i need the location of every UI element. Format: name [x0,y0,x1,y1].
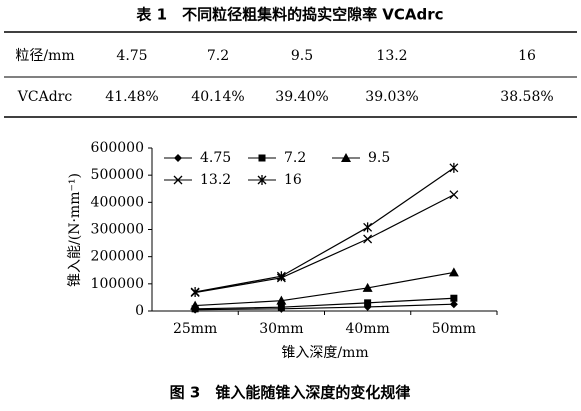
marker [364,299,372,307]
table-cell: 13.2 [376,48,407,64]
marker [362,282,373,292]
table-cell: 4.75 [116,48,147,64]
table-cell: 9.5 [291,48,313,64]
series-line [195,271,454,307]
marker [450,294,458,302]
marker [277,303,285,311]
x-tick-label: 30mm [259,321,303,337]
legend-marker [174,154,182,162]
legend-label: 7.2 [284,150,306,166]
marker [449,190,459,200]
table-cell: VCAdrc [17,89,73,105]
figure-caption: 图 3 锥入能随锥入深度的变化规律 [170,384,411,402]
marker [448,267,459,277]
y-axis-label: 锥入能/(N·mm⁻¹) [67,173,83,287]
y-tick-label: 200000 [91,249,144,265]
marker [276,295,287,305]
series-line [195,297,454,310]
marker [363,234,373,244]
series-line [195,167,455,293]
table-cell: 39.03% [365,89,418,105]
y-tick-label: 300000 [91,222,144,238]
legend-marker [257,175,267,185]
legend-label: 13.2 [200,172,231,188]
x-tick-label: 50mm [432,321,476,337]
x-axis-label: 锥入深度/mm [281,345,368,361]
table-cell: 39.40% [275,89,328,105]
marker [449,162,459,173]
marker [190,286,200,297]
series-line [195,303,454,311]
y-tick-label: 100000 [91,276,144,292]
table-cell: 粒径/mm [15,48,74,64]
marker [363,222,373,233]
legend-label: 16 [284,172,302,188]
table-cell: 7.2 [207,48,229,64]
table-cell: 40.14% [191,89,244,105]
series-line [195,194,455,294]
legend-marker [173,175,183,185]
legend-label: 9.5 [368,150,390,166]
x-tick-label: 25mm [173,321,217,337]
legend-marker [258,154,266,162]
y-tick-label: 0 [135,303,144,319]
table-cell: 38.58% [500,89,553,105]
y-tick-label: 600000 [91,140,144,156]
y-tick-label: 400000 [91,194,144,210]
x-tick-label: 40mm [345,321,389,337]
table-cell: 16 [518,48,536,64]
table-title: 表 1 不同粒径粗集料的捣实空隙率 VCAdrc [136,6,443,24]
marker [190,300,201,310]
y-tick-label: 500000 [91,167,144,183]
marker [276,271,286,282]
legend-label: 4.75 [200,150,231,166]
table-cell: 41.48% [105,89,158,105]
legend-marker [341,153,351,162]
marker [449,300,458,309]
